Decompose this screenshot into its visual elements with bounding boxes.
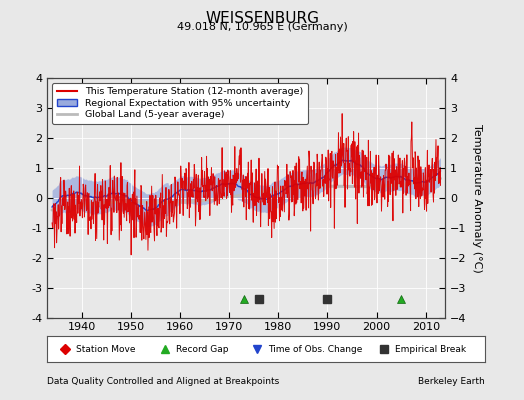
Text: Station Move: Station Move (75, 344, 135, 354)
Text: Berkeley Earth: Berkeley Earth (418, 378, 485, 386)
Text: 49.018 N, 10.965 E (Germany): 49.018 N, 10.965 E (Germany) (177, 22, 347, 32)
Text: Data Quality Controlled and Aligned at Breakpoints: Data Quality Controlled and Aligned at B… (47, 378, 279, 386)
Text: Empirical Break: Empirical Break (395, 344, 466, 354)
Text: Record Gap: Record Gap (176, 344, 229, 354)
Text: WEISSENBURG: WEISSENBURG (205, 11, 319, 26)
Y-axis label: Temperature Anomaly (°C): Temperature Anomaly (°C) (472, 124, 482, 272)
Text: Time of Obs. Change: Time of Obs. Change (268, 344, 363, 354)
Legend: This Temperature Station (12-month average), Regional Expectation with 95% uncer: This Temperature Station (12-month avera… (52, 83, 308, 124)
